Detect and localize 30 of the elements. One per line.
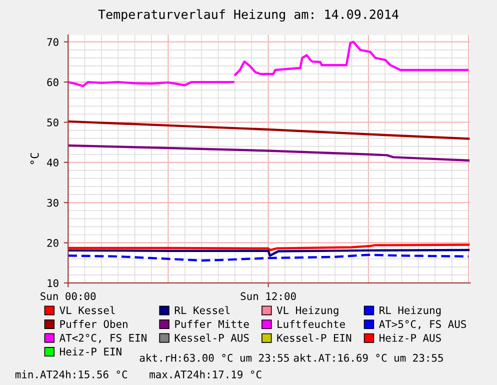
text: min.AT24h:15.56 °C	[15, 370, 127, 378]
y-tick-label: 60	[47, 78, 58, 86]
legend-label: Heiz-P EIN	[60, 347, 122, 356]
legend-label: VL Kessel	[60, 306, 115, 314]
text: akt.AT:16.69 °C um 23:55	[294, 354, 443, 362]
legend-label: VL Heizung	[276, 306, 338, 316]
y-tick-label: 30	[47, 198, 58, 207]
legend-label: Heiz-P AUS	[380, 334, 441, 342]
x-tick-label: Sun 00:00	[40, 292, 96, 300]
y-tick-label: 10	[48, 279, 58, 288]
y-tick-label: 50	[47, 118, 58, 126]
y-tick-label: 70	[47, 38, 58, 46]
chart-title: Temperaturverlauf Heizung am: 14.09.2014	[98, 9, 398, 22]
legend-label: RL Heizung	[380, 306, 441, 316]
y-axis-title: °C	[30, 153, 39, 164]
line-series	[68, 120, 470, 140]
text: max.AT24h:17.19 °C	[150, 370, 262, 378]
legend-label: AT>5°C, FS AUS	[379, 320, 466, 330]
y-tick-label: 40	[47, 158, 58, 167]
legend-label: Puffer Oben	[60, 320, 128, 328]
x-tick-label: Sun 12:00	[240, 292, 296, 300]
line-series	[68, 144, 470, 162]
y-tick-label: 20	[47, 239, 58, 247]
legend-label: RL Kessel	[174, 306, 230, 314]
legend-label: Kessel-P EIN	[277, 334, 352, 342]
legend-label: AT<2°C, FS EIN	[60, 334, 146, 344]
legend-label: Puffer Mitte	[175, 320, 249, 328]
legend-label: Kessel-P AUS	[174, 334, 249, 342]
legend-label: Luftfeuchte	[278, 320, 345, 328]
text: akt.rH:63.00 °C um 23:55	[140, 354, 289, 362]
